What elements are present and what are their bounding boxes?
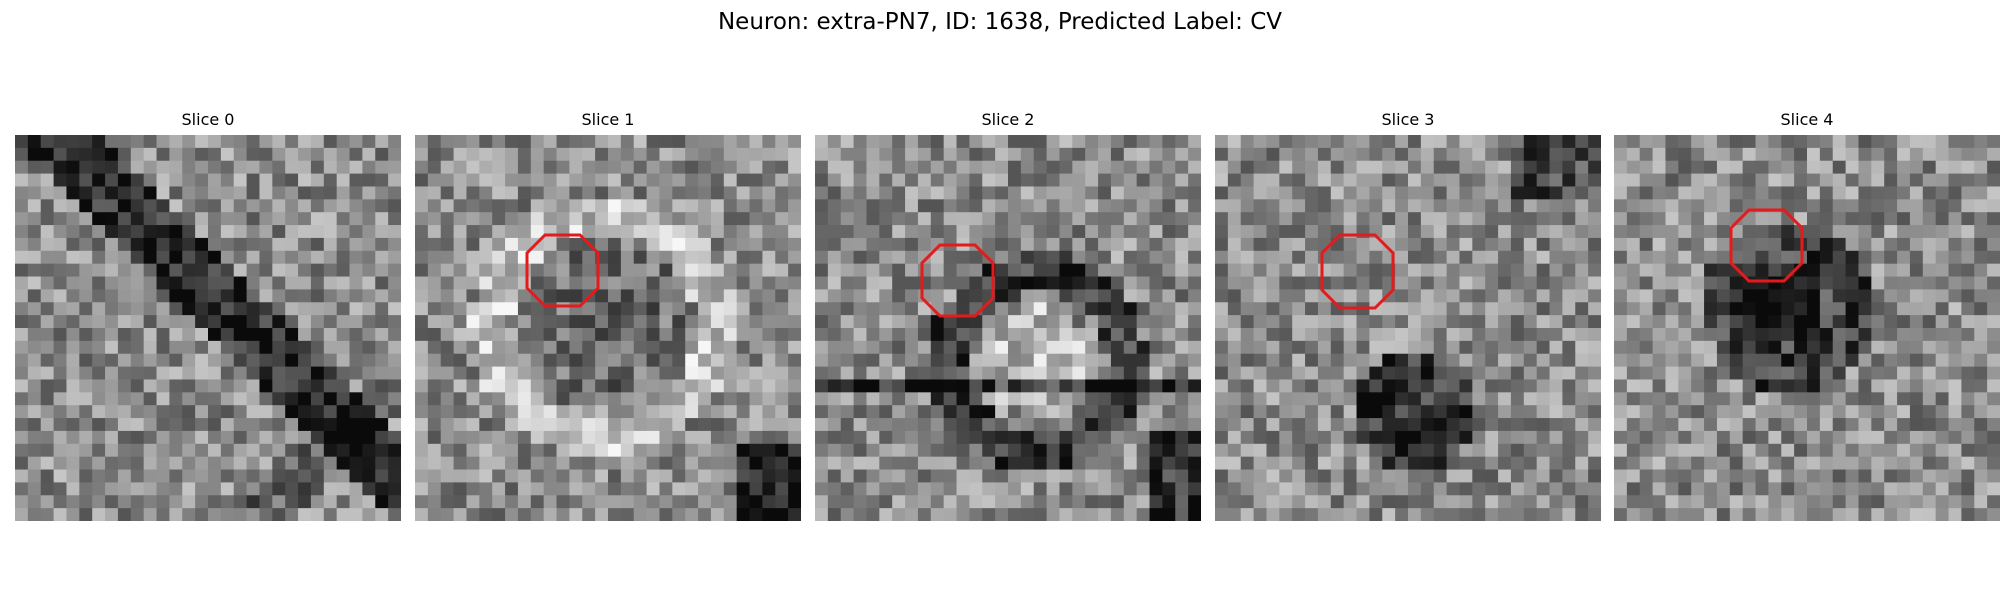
slice-image	[15, 135, 401, 521]
slice-image	[815, 135, 1201, 521]
roi-outline	[920, 243, 995, 318]
slice-title: Slice 3	[1381, 110, 1435, 129]
pixel-grid	[1614, 135, 2000, 521]
pixel-grid	[415, 135, 801, 521]
slice-panel-2: Slice 2	[815, 108, 1201, 521]
pixel-grid	[815, 135, 1201, 521]
slice-panel-4: Slice 4	[1614, 108, 2000, 521]
pixel-grid	[15, 135, 401, 521]
roi-outline	[525, 233, 600, 308]
slice-image	[1215, 135, 1601, 521]
slice-panel-3: Slice 3	[1215, 108, 1601, 521]
slice-title: Slice 2	[981, 110, 1035, 129]
figure-title: Neuron: extra-PN7, ID: 1638, Predicted L…	[717, 9, 1283, 35]
roi-outline	[1729, 208, 1804, 283]
slice-title: Slice 4	[1780, 110, 1834, 129]
slice-title: Slice 1	[581, 110, 635, 129]
slice-panel-1: Slice 1	[415, 108, 801, 521]
slice-title: Slice 0	[181, 110, 235, 129]
slice-panel-0: Slice 0	[15, 108, 401, 521]
slice-image	[1614, 135, 2000, 521]
slice-image	[415, 135, 801, 521]
roi-outline	[1320, 233, 1395, 310]
pixel-grid	[1215, 135, 1601, 521]
